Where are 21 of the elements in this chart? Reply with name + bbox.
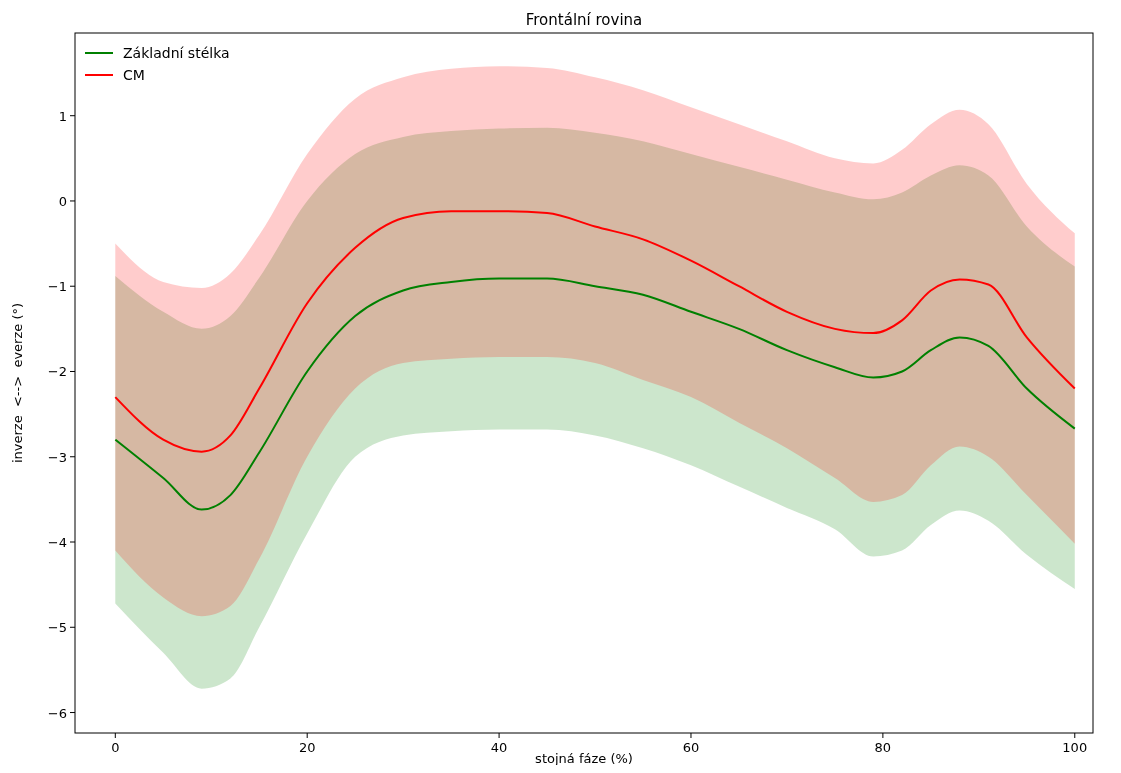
line-series [114,277,1076,511]
y-tick-label: −6 [47,705,67,721]
x-tick-label: 20 [298,740,316,755]
x-tick-label: 100 [1062,740,1088,755]
legend-label: Základní stélka [123,45,230,61]
y-tick-label: 0 [58,193,67,209]
y-tick-label: 1 [58,108,67,124]
y-tick-label: −3 [47,449,67,465]
x-tick-label: 40 [490,740,508,755]
y-tick-label: −5 [47,620,67,636]
x-axis-title: stojná fáze (%) [535,751,633,766]
y-axis-title: inverze <--> everze (°) [10,302,25,464]
y-tick-label: −4 [47,535,67,551]
y-tick-label: −1 [47,279,67,295]
legend-label: CM [123,67,145,83]
chart-title: Frontální rovina [525,11,643,29]
y-tick-label: −2 [47,364,67,380]
x-tick-label: 80 [874,740,892,755]
line-series [114,210,1076,453]
x-tick-label: 0 [111,740,120,755]
x-tick-label: 60 [682,740,700,755]
